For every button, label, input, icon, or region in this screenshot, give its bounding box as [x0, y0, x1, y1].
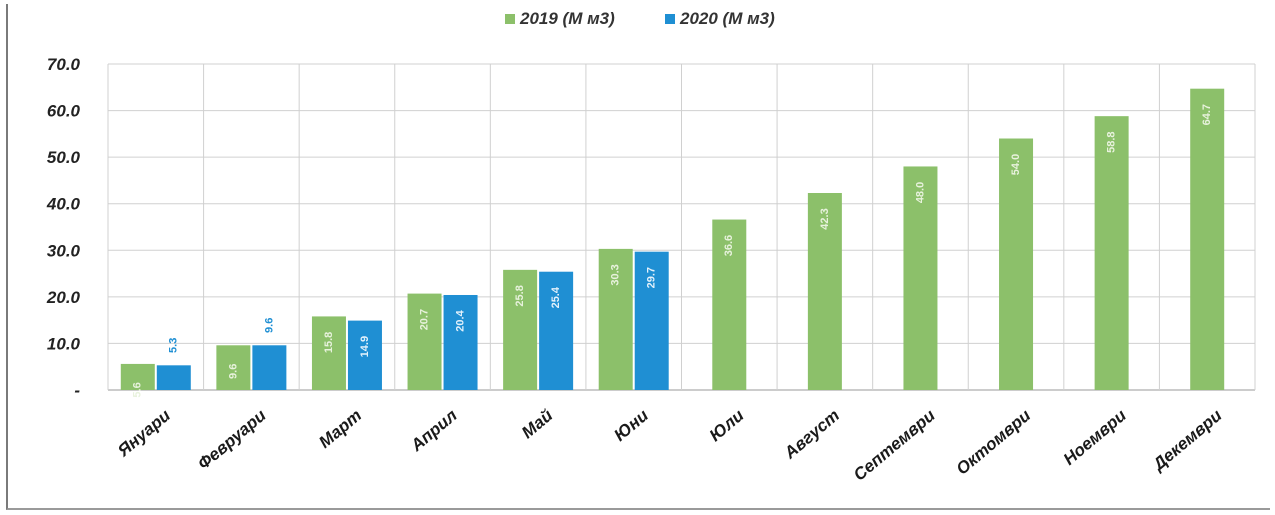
- data-label-2020: 29.7: [646, 267, 658, 288]
- data-label-2019: 48.0: [914, 182, 926, 203]
- bar-2020: [634, 251, 669, 390]
- data-label-2019: 64.7: [1201, 104, 1213, 125]
- chart-frame: [6, 4, 1270, 510]
- bar-2020: [252, 345, 287, 390]
- data-label-2019: 30.3: [610, 264, 622, 285]
- x-tick-label: Юни: [610, 405, 652, 445]
- y-tick-label: 70.0: [47, 55, 81, 74]
- bar-2019: [407, 293, 442, 390]
- data-label-2020: 20.4: [454, 309, 466, 331]
- legend-label: 2019 (М м3): [519, 9, 615, 28]
- bars: 5.6 5.3 9.6 9.6 15.8 14.9 20.7 20.4 25.8 25.4 30.3…: [120, 88, 1225, 398]
- x-tick-label: Юли: [706, 405, 748, 445]
- y-tick-label: 50.0: [47, 148, 81, 167]
- y-axis: - 10.0 20.0 30.0 40.0 50.0 60.0 70.0: [46, 55, 81, 400]
- bar-2019: [598, 248, 633, 390]
- bar-2019: [1094, 116, 1129, 390]
- y-tick-label: 40.0: [46, 195, 81, 214]
- bar-2019: [807, 193, 842, 390]
- x-tick-label: Февруари: [194, 405, 270, 473]
- bar-2020: [347, 320, 382, 390]
- data-label-2020: 5.3: [168, 338, 180, 353]
- data-label-2019: 20.7: [418, 309, 430, 330]
- bar-2019: [712, 219, 747, 390]
- data-label-2020: 14.9: [359, 336, 371, 357]
- data-label-2020: 25.4: [550, 286, 562, 308]
- bar-2020: [443, 294, 478, 390]
- gridlines: [107, 63, 1256, 391]
- data-label-2020: 9.6: [263, 318, 275, 333]
- x-tick-label: Март: [315, 406, 365, 452]
- bar-2020: [156, 365, 191, 390]
- x-tick-label: Май: [518, 405, 557, 442]
- data-label-2019: 36.6: [723, 235, 735, 256]
- legend-swatch: [505, 14, 515, 24]
- x-tick-label: Август: [780, 406, 843, 463]
- data-label-2019: 9.6: [227, 364, 239, 379]
- y-tick-label: 20.0: [46, 288, 81, 307]
- bar-2019: [503, 269, 538, 390]
- y-tick-label: -: [74, 381, 80, 400]
- x-tick-label: Април: [406, 405, 461, 455]
- x-tick-label: Януари: [113, 405, 174, 461]
- x-axis: Януари Февруари Март Април Май Юни Юли Август Се…: [113, 405, 1226, 484]
- x-tick-label: Септември: [850, 405, 939, 484]
- y-tick-label: 10.0: [47, 334, 81, 353]
- data-label-2019: 25.8: [514, 285, 526, 306]
- y-tick-label: 30.0: [47, 241, 81, 260]
- data-label-2019: 54.0: [1010, 154, 1022, 175]
- bar-2019: [311, 316, 346, 390]
- legend-swatch: [665, 14, 675, 24]
- data-label-2019: 5.6: [132, 382, 144, 397]
- bar-2019: [999, 138, 1034, 390]
- bar-2019: [120, 363, 155, 390]
- bar-2020: [539, 271, 574, 390]
- data-label-2019: 58.8: [1106, 131, 1118, 152]
- y-tick-label: 60.0: [47, 102, 81, 121]
- x-tick-label: Декември: [1148, 405, 1226, 475]
- bar-2019: [903, 166, 938, 390]
- x-tick-label: Октомври: [953, 405, 1035, 478]
- x-tick-label: Ноември: [1060, 405, 1131, 469]
- bar-2019: [1190, 88, 1225, 390]
- bar-2019: [216, 345, 251, 390]
- data-label-2019: 42.3: [819, 208, 831, 229]
- legend-label: 2020 (М м3): [679, 9, 775, 28]
- data-label-2019: 15.8: [323, 332, 335, 353]
- legend: 2019 (М м3) 2020 (М м3): [505, 9, 775, 28]
